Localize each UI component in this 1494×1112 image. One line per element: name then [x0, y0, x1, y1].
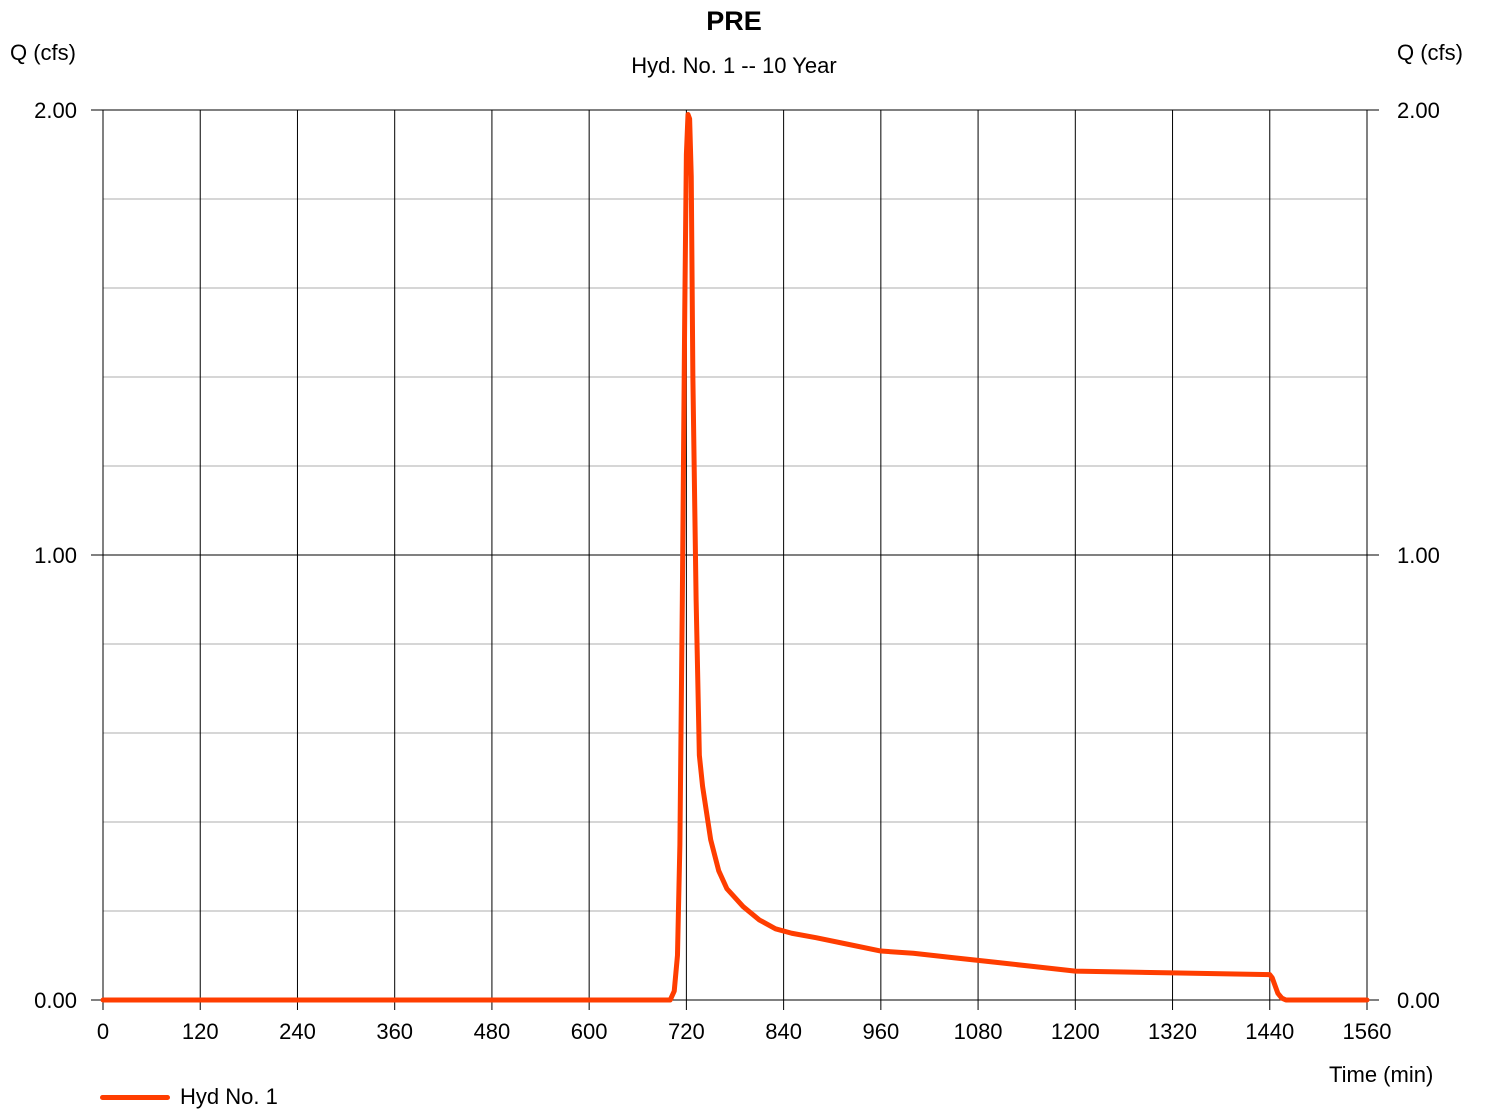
y-tick-label-left: 0.00: [34, 988, 77, 1013]
series-group: [100, 111, 1370, 1003]
minor-gridlines: [103, 198, 1367, 912]
y-tick-label-left: 2.00: [34, 98, 77, 123]
legend-swatch: [100, 1094, 170, 1100]
x-axis-label: Time (min): [1329, 1062, 1434, 1087]
x-tick-label: 120: [182, 1019, 219, 1044]
y-tick-label-right: 2.00: [1397, 98, 1440, 123]
x-tick-label: 1080: [954, 1019, 1003, 1044]
x-tick-label: 1200: [1051, 1019, 1100, 1044]
legend-label: Hyd No. 1: [180, 1084, 278, 1109]
x-tick-label: 600: [571, 1019, 608, 1044]
y-axis-label-right: Q (cfs): [1397, 40, 1463, 65]
plot-frame: [102, 109, 1368, 1010]
legend: Hyd No. 1: [100, 1083, 278, 1111]
tick-labels: 0 120 240 360 480 600 720 840 960 1080 1200 1320 144…: [34, 98, 1440, 1044]
x-tick-label: 1320: [1148, 1019, 1197, 1044]
chart-subtitle: Hyd. No. 1 -- 10 Year: [631, 53, 837, 78]
plot-border: [102, 109, 1368, 1001]
x-tick-label: 720: [668, 1019, 705, 1044]
y-tick-label-left: 1.00: [34, 543, 77, 568]
y-axis-label-left: Q (cfs): [10, 40, 76, 65]
y-tick-label-right: 0.00: [1397, 988, 1440, 1013]
chart-title: PRE: [706, 6, 762, 36]
x-tick-label: 360: [376, 1019, 413, 1044]
x-tick-label: 960: [862, 1019, 899, 1044]
x-tick-label: 0: [97, 1019, 109, 1044]
y-tick-label-right: 1.00: [1397, 543, 1440, 568]
x-tick-label: 240: [279, 1019, 316, 1044]
x-tick-label: 1440: [1245, 1019, 1294, 1044]
series-line: [100, 111, 1370, 1003]
major-gridlines: [91, 109, 1379, 1001]
x-tick-label: 840: [765, 1019, 802, 1044]
x-tick-label: 1560: [1343, 1019, 1392, 1044]
x-tick-label: 480: [474, 1019, 511, 1044]
